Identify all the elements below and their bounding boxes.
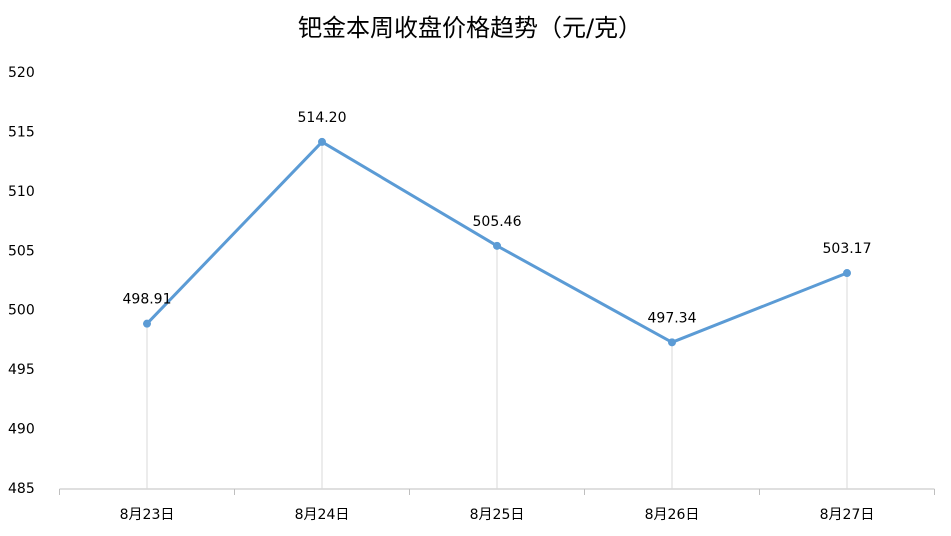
x-tick-label: 8月25日 (470, 507, 525, 523)
x-tick-label: 8月24日 (295, 507, 350, 523)
y-tick-label: 500 (8, 303, 35, 319)
y-tick-label: 515 (8, 124, 35, 140)
data-label: 498.91 (123, 292, 172, 308)
y-tick-label: 510 (8, 184, 35, 200)
data-label: 503.17 (823, 241, 872, 257)
data-label: 497.34 (648, 310, 697, 326)
x-tick-label: 8月23日 (120, 507, 175, 523)
x-tick-label: 8月27日 (820, 507, 875, 523)
data-label: 514.20 (298, 110, 347, 126)
y-tick-label: 505 (8, 243, 35, 259)
point (493, 241, 501, 250)
point (143, 319, 151, 328)
y-tick-label: 495 (8, 362, 35, 378)
y-tick-label: 520 (8, 65, 35, 81)
point (318, 137, 326, 146)
y-tick-label: 490 (8, 422, 35, 438)
data-label: 505.46 (473, 214, 522, 230)
point (668, 338, 676, 347)
point (843, 269, 851, 278)
x-tick-label: 8月26日 (645, 507, 700, 523)
y-tick-label: 485 (8, 481, 35, 497)
chart-title: 钯金本周收盘价格趋势（元/克） (298, 14, 642, 42)
